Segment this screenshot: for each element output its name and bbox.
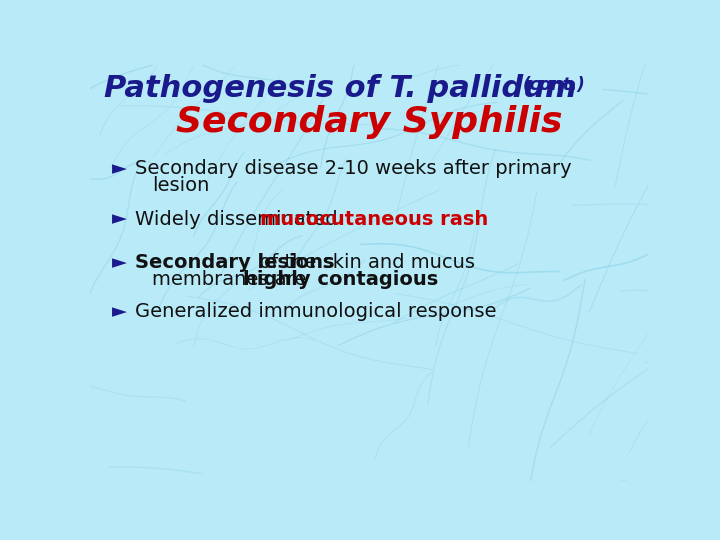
Text: of the skin and mucus: of the skin and mucus xyxy=(253,253,474,273)
Text: (cont.): (cont.) xyxy=(523,76,585,94)
Text: ►: ► xyxy=(112,302,127,321)
Text: highly contagious: highly contagious xyxy=(243,271,438,289)
Text: ►: ► xyxy=(112,159,127,178)
Text: membranes are: membranes are xyxy=(152,271,312,289)
Text: Generalized immunological response: Generalized immunological response xyxy=(135,302,497,321)
Text: Pathogenesis of T. pallidum: Pathogenesis of T. pallidum xyxy=(104,74,577,103)
Text: ►: ► xyxy=(112,210,127,228)
Text: lesion: lesion xyxy=(152,176,210,195)
Text: Secondary disease 2-10 weeks after primary: Secondary disease 2-10 weeks after prima… xyxy=(135,159,572,178)
Text: Secondary lesions: Secondary lesions xyxy=(135,253,335,273)
Text: mucocutaneous rash: mucocutaneous rash xyxy=(261,210,489,228)
Text: ►: ► xyxy=(112,253,127,273)
Text: Secondary Syphilis: Secondary Syphilis xyxy=(176,105,562,139)
Text: Widely disseminated: Widely disseminated xyxy=(135,210,344,228)
